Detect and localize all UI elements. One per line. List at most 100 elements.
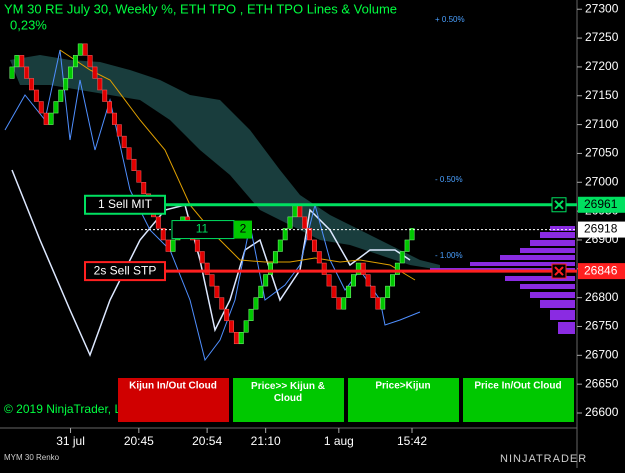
y-tick-label: 26600 (585, 405, 619, 419)
renko-brick (92, 66, 98, 79)
renko-brick (131, 158, 137, 171)
renko-brick (385, 285, 391, 298)
renko-brick (77, 43, 83, 56)
x-tick-label: 20:45 (124, 434, 154, 448)
renko-brick (258, 285, 264, 298)
y-tick-label: 26700 (585, 347, 619, 361)
renko-brick (48, 112, 54, 125)
renko-brick (268, 262, 273, 275)
renko-brick (316, 251, 322, 264)
y-tick-label: 26750 (585, 319, 619, 333)
renko-brick (43, 112, 49, 125)
renko-brick (29, 78, 34, 91)
x-tick-label: 20:54 (192, 434, 222, 448)
order-tag[interactable] (84, 194, 166, 215)
volume-profile (430, 226, 575, 334)
renko-brick (224, 308, 230, 321)
renko-brick (360, 262, 366, 275)
renko-brick (370, 285, 376, 298)
y-tick-label: 27300 (585, 1, 619, 15)
y-tick-label: 26650 (585, 376, 619, 390)
renko-brick (170, 239, 176, 252)
indicator-button[interactable] (233, 378, 344, 422)
renko-brick (292, 205, 298, 218)
y-tick-label: 27250 (585, 30, 619, 44)
last-price-label: 26918 (584, 222, 618, 236)
renko-brick (219, 297, 225, 310)
logo: NINJATRADER (500, 453, 587, 465)
renko-brick (263, 274, 269, 287)
instrument-label: MYM 30 Renko (4, 453, 60, 462)
renko-brick (121, 135, 127, 148)
renko-brick (243, 320, 249, 333)
renko-brick (107, 101, 113, 114)
renko-brick (233, 331, 239, 345)
renko-brick (136, 170, 142, 183)
renko-brick (331, 285, 337, 298)
renko-brick (97, 78, 103, 91)
order-price-label: 26961 (584, 197, 618, 211)
renko-brick (365, 274, 371, 287)
renko-brick (33, 89, 39, 102)
button-label: Price In/Out Cloud (474, 381, 561, 392)
renko-brick (272, 251, 278, 264)
renko-brick (404, 239, 410, 252)
button-label: Price>Kijun (375, 381, 430, 392)
order-cancel-x (554, 266, 564, 276)
copyright: © 2019 NinjaTrader, LLC (4, 402, 137, 416)
level-label: + 0.50% (435, 15, 465, 24)
renko-brick (248, 308, 254, 321)
renko-brick (126, 147, 132, 160)
indicator-button[interactable] (118, 378, 229, 422)
renko-brick (199, 251, 205, 264)
level-label: - 0.50% (435, 175, 463, 184)
renko-brick (209, 274, 215, 287)
renko-brick (87, 55, 93, 68)
button-label: Kijun In/Out Cloud (129, 381, 217, 392)
position-qty-box[interactable] (234, 220, 252, 239)
order-price-label: 26846 (584, 263, 618, 277)
position-qty: 2 (240, 222, 247, 236)
renko-brick (14, 55, 20, 68)
renko-brick (311, 239, 317, 252)
renko-brick (355, 262, 361, 275)
renko-brick (302, 216, 308, 229)
renko-brick (399, 251, 405, 264)
y-tick-label: 27200 (585, 59, 619, 73)
renko-brick (116, 124, 122, 137)
renko-brick (346, 285, 352, 298)
renko-brick (282, 228, 288, 241)
last-price-box (578, 221, 625, 238)
y-tick-label: 27000 (585, 174, 619, 188)
renko-brick (102, 89, 108, 102)
order-price-box (578, 196, 625, 213)
renko-brick (19, 55, 25, 68)
indicator-button[interactable] (348, 378, 459, 422)
y-tick-label: 26800 (585, 290, 619, 304)
x-tick-label: 1 aug (324, 434, 354, 448)
renko-brick (287, 216, 293, 229)
renko-brick (336, 297, 342, 310)
y-tick-label: 27100 (585, 117, 619, 131)
renko-brick (307, 228, 313, 241)
x-tick-label: 21:10 (251, 434, 281, 448)
renko-brick (390, 274, 395, 287)
indicator-button[interactable] (463, 378, 574, 422)
renko-brick (53, 101, 59, 114)
order-tag[interactable] (84, 261, 166, 282)
button-label: Price>> Kijun & Cloud (251, 381, 325, 404)
renko-brick (277, 239, 283, 252)
renko-brick (63, 78, 69, 91)
renko-brick (165, 239, 171, 252)
change-percent: 0,23% (10, 17, 47, 32)
chart-title: YM 30 RE July 30, Weekly %, ETH TPO , ET… (4, 1, 397, 16)
cloud (10, 55, 440, 270)
renko-brick (326, 274, 332, 287)
orange-line (59, 49, 416, 281)
renko-brick (394, 262, 400, 275)
x-tick-label: 15:42 (397, 434, 427, 448)
order-cancel-x (554, 200, 564, 210)
renko-brick (160, 228, 166, 241)
renko-brick (58, 89, 64, 102)
